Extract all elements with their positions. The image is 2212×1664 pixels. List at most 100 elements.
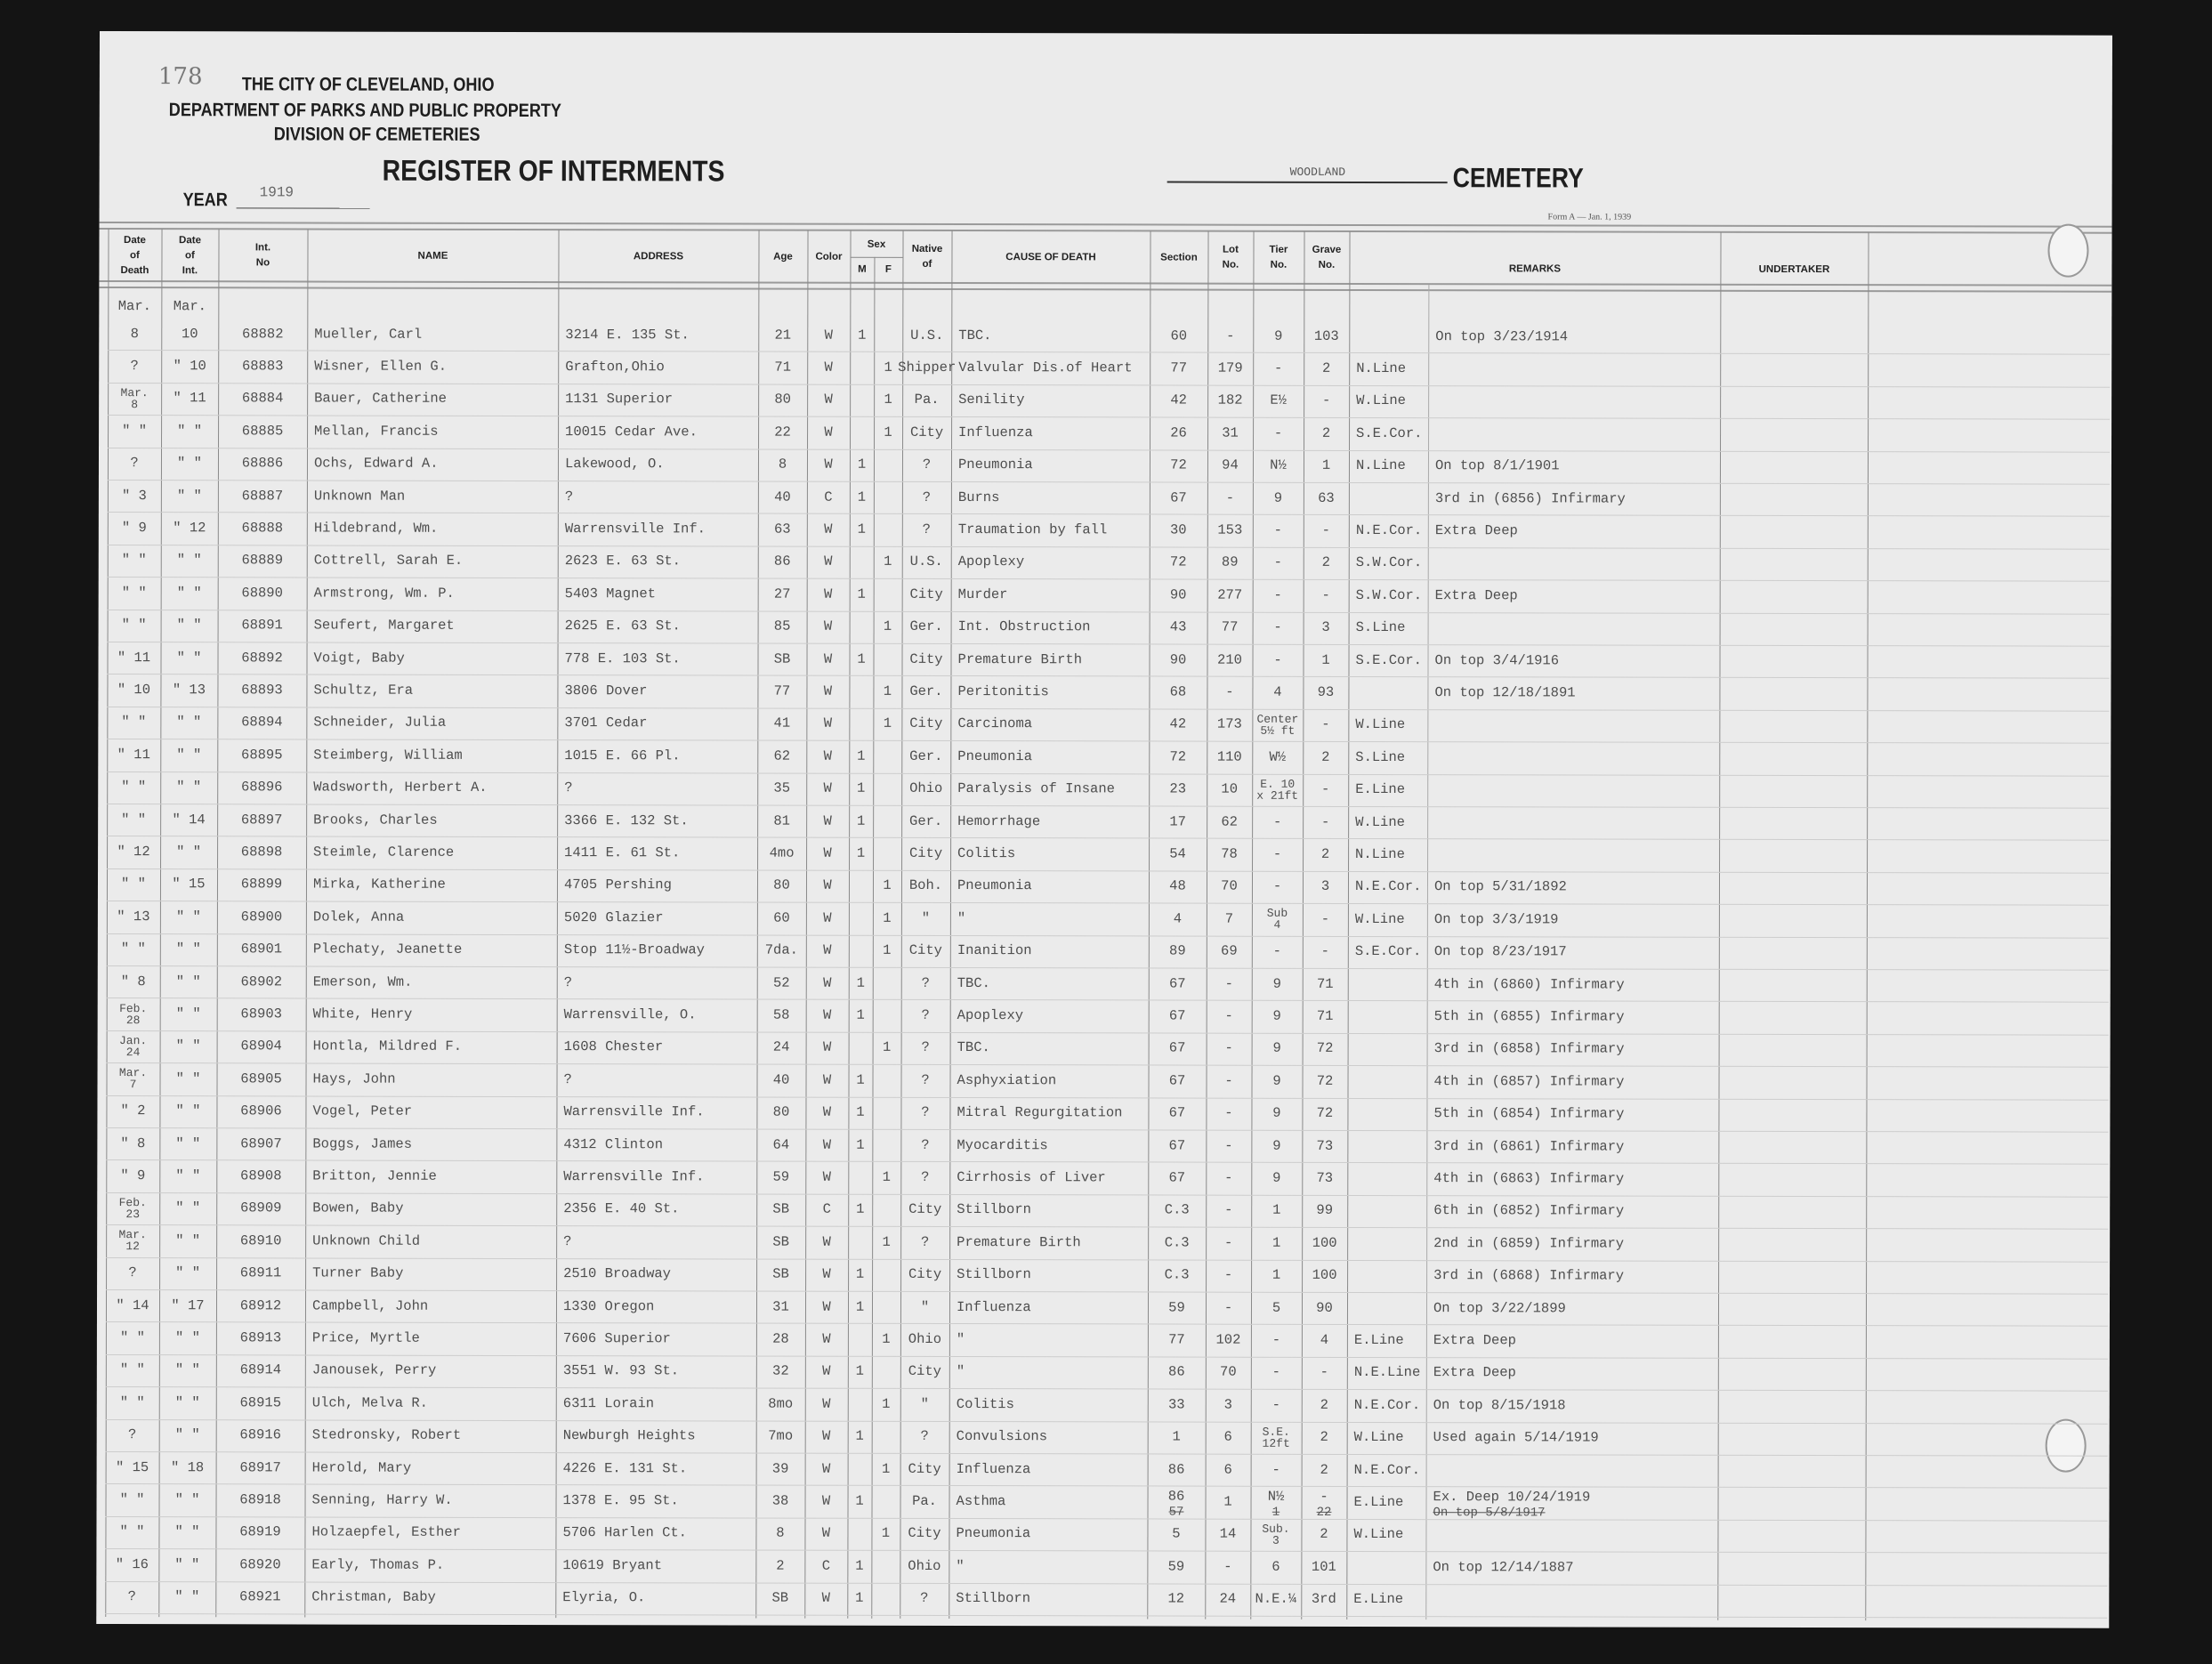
cell-date-of-int: " " [176, 649, 202, 666]
cell-date-of-death: ? [128, 1264, 137, 1281]
cell-cause-of-death: " [956, 1363, 965, 1380]
table-row: ? " " 68921 Christman, Baby Elyria, O. SB W 1? S… [105, 1580, 2108, 1619]
cell-grave: 99 [1316, 1202, 1334, 1219]
table-row: " " " " 68889 Cottrell, Sarah E. 2623 E. 63 … [107, 544, 2110, 582]
cell-remarks [1427, 709, 1726, 742]
cell-cause-of-death: Stillborn [957, 1201, 1031, 1218]
cell-int-no: 68903 [240, 1006, 282, 1022]
table-row: " 14 " 17 68912 Campbell, John 1330 Oregon 31… [105, 1289, 2109, 1328]
cell-location [1348, 1033, 1434, 1066]
cell-sex-m: 1 [857, 586, 866, 602]
cell-grave: 2 [1321, 748, 1330, 765]
cell-cause-of-death: Premature Birth [957, 650, 1083, 668]
cell-address: 1330 Oregon [562, 1297, 655, 1314]
cell-date-of-death: Mar. 7 [118, 1066, 148, 1092]
cell-address: ? [564, 488, 574, 505]
cell-sex-f: 1 [884, 392, 892, 408]
cell-location: W.Line [1356, 392, 1406, 409]
cell-address: ? [563, 1070, 572, 1087]
cell-address: Warrensville Inf. [564, 521, 706, 537]
cell-cause-of-death: Cirrhosis of Liver [957, 1169, 1106, 1186]
cell-date-of-death: " 11 [117, 649, 151, 666]
cell-location: N.Line [1356, 360, 1407, 377]
cell-sex-f [874, 481, 902, 513]
cell-address: Grafton,Ohio [565, 359, 665, 376]
cell-remarks: 4th in (6857) Infirmary [1433, 1073, 1625, 1090]
table-row: ? " " 68886 Ochs, Edward A. Lakewood, O. 8 W 1?… [107, 447, 2111, 485]
cell-section: 72 [1170, 456, 1187, 473]
cell-tier: - [1273, 424, 1283, 441]
cell-native: ? [922, 521, 932, 538]
cell-date-of-death: " " [121, 779, 147, 796]
cell-sex-m [848, 1226, 872, 1258]
cell-address: ? [563, 973, 573, 990]
cell-section: 59 [1167, 1558, 1185, 1575]
cell-location [1348, 1000, 1434, 1033]
cell-address: 1015 E. 66 Pl. [564, 747, 681, 764]
table-row: " 11 " " 68892 Voigt, Baby 778 E. 103 St. SB W… [107, 642, 2110, 680]
cell-date-of-int: " " [176, 585, 202, 602]
cell-tier: S.E. 12ft [1262, 1425, 1290, 1450]
cell-tier: Sub 4 [1266, 907, 1288, 933]
cell-remarks: Used again 5/14/1919 [1433, 1429, 1599, 1446]
cell-sex-m [849, 934, 873, 966]
cell-cause-of-death: Myocarditis [957, 1136, 1048, 1153]
cell-age: 39 [771, 1460, 789, 1477]
cell-sex-f [872, 1064, 900, 1096]
header-native: Native of [911, 243, 943, 270]
cell-date-of-int: 10 [181, 325, 198, 342]
header-sex-f: F [884, 263, 892, 275]
cell-lot: 94 [1222, 456, 1239, 473]
cell-location [1347, 1292, 1433, 1325]
cell-date-of-death: " 3 [121, 487, 147, 504]
cell-address: 1411 E. 61 St. [564, 844, 681, 861]
cell-sex-m: 1 [857, 747, 866, 764]
cell-color: W [824, 586, 833, 602]
cell-color: W [822, 1363, 831, 1380]
cell-name: Senning, Harry W. [311, 1491, 453, 1508]
cell-section: 17 [1169, 813, 1186, 830]
cell-section: C.3 [1164, 1234, 1190, 1251]
cell-date-of-int: " " [175, 973, 201, 990]
cell-age: SB [772, 1265, 789, 1282]
year-underline [236, 207, 370, 209]
cell-location: N.E.Line [1353, 1364, 1421, 1381]
table-row: " " " " 68915 Ulch, Melva R. 6311 Lorain 8mo W… [105, 1386, 2108, 1425]
cell-tier: - [1272, 845, 1282, 862]
cell-native: " [920, 1298, 930, 1315]
cell-name: Mellan, Francis [314, 423, 439, 440]
cell-color: W [823, 650, 833, 667]
cell-tier: 5 [1271, 1299, 1281, 1316]
cell-tier: 9 [1272, 1072, 1281, 1089]
cell-grave: 73 [1316, 1169, 1334, 1186]
cell-lot: - [1224, 975, 1233, 992]
cell-sex-f [871, 1582, 900, 1614]
cell-name: Early, Thomas P. [311, 1556, 445, 1573]
cell-grave: - [1320, 943, 1330, 960]
city-heading: THE CITY OF CLEVELAND, OHIO [241, 74, 495, 95]
cell-location: W.Line [1354, 910, 1405, 927]
cell-age: 40 [774, 489, 791, 505]
cell-int-no: 68901 [240, 941, 283, 957]
cell-sex-f: 1 [883, 715, 892, 732]
header-sex: Sex [867, 238, 886, 250]
cell-name: Schultz, Era [313, 682, 414, 699]
cell-age: 64 [772, 1136, 790, 1153]
table-row: " " " " 68891 Seufert, Margaret 2625 E. 63 S… [107, 609, 2110, 647]
cell-date-of-death: Mar. 8 [120, 386, 149, 412]
cell-grave: 90 [1316, 1299, 1333, 1316]
cell-age: 71 [774, 359, 792, 376]
cell-cause-of-death: Stillborn [956, 1590, 1031, 1607]
cell-date-of-death: " 11 [117, 746, 150, 763]
cell-date-of-death: " " [119, 1361, 145, 1378]
cell-native: Ger. [909, 747, 943, 764]
table-row: " " " " 68896 Wadsworth, Herbert A.? 35 W 1 Ohi… [107, 771, 2110, 809]
cell-tier: N½ [1270, 457, 1287, 474]
cell-date-of-death: ? [127, 1588, 136, 1605]
cell-native: Ger. [909, 618, 943, 635]
cell-cause-of-death: Convulsions [956, 1428, 1048, 1445]
table-row: " 9 " 12 68888 Hildebrand, Wm. Warrensville … [107, 512, 2110, 550]
cell-grave: 3 [1320, 878, 1330, 895]
cell-remarks: 3rd in (6861) Infirmary [1433, 1137, 1625, 1155]
cell-lot: 78 [1221, 845, 1238, 862]
